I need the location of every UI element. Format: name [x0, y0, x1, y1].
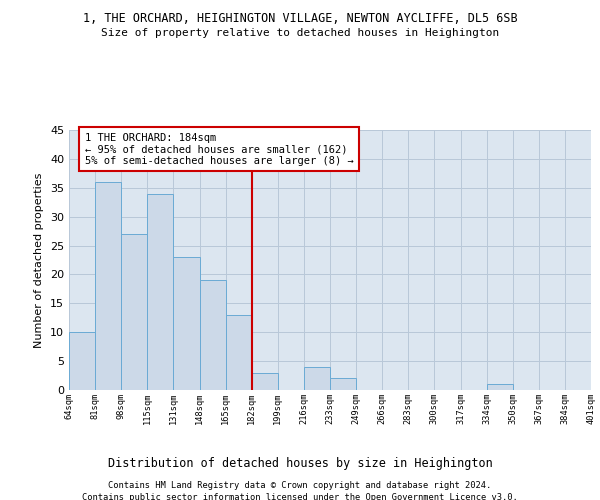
Bar [304, 367, 330, 390]
Text: Distribution of detached houses by size in Heighington: Distribution of detached houses by size … [107, 458, 493, 470]
Text: Contains HM Land Registry data © Crown copyright and database right 2024.: Contains HM Land Registry data © Crown c… [109, 481, 491, 490]
Bar [330, 378, 356, 390]
Text: 1, THE ORCHARD, HEIGHINGTON VILLAGE, NEWTON AYCLIFFE, DL5 6SB: 1, THE ORCHARD, HEIGHINGTON VILLAGE, NEW… [83, 12, 517, 26]
Bar [173, 257, 199, 390]
Y-axis label: Number of detached properties: Number of detached properties [34, 172, 44, 348]
Bar [95, 182, 121, 390]
Bar [226, 315, 252, 390]
Bar [148, 194, 173, 390]
Text: Size of property relative to detached houses in Heighington: Size of property relative to detached ho… [101, 28, 499, 38]
Bar [121, 234, 148, 390]
Bar [252, 372, 278, 390]
Bar [199, 280, 226, 390]
Bar [487, 384, 513, 390]
Text: Contains public sector information licensed under the Open Government Licence v3: Contains public sector information licen… [82, 492, 518, 500]
Text: 1 THE ORCHARD: 184sqm
← 95% of detached houses are smaller (162)
5% of semi-deta: 1 THE ORCHARD: 184sqm ← 95% of detached … [85, 132, 353, 166]
Bar [69, 332, 95, 390]
